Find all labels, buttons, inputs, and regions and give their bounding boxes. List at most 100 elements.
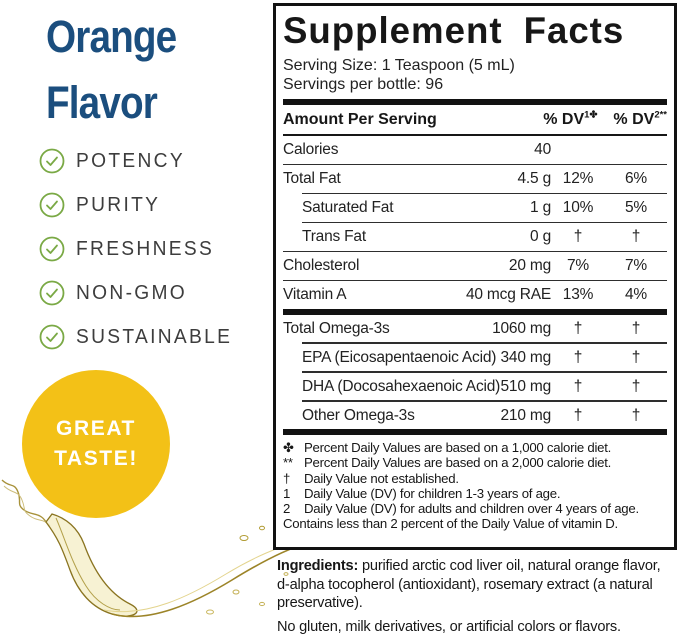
serving-size: Serving Size: 1 Teaspoon (5 mL) [283, 56, 667, 75]
check-item-label: PURITY [76, 194, 160, 217]
nutrient-dv1: † [551, 228, 605, 246]
nutrient-name: Trans Fat [283, 228, 530, 246]
nutrient-amount: 0 g [530, 228, 551, 246]
check-icon [39, 280, 65, 306]
check-item-label: FRESHNESS [76, 238, 214, 261]
nutrient-row: EPA (Eicosapentaenoic Acid)340 mg†† [283, 344, 667, 372]
allergen-note: No gluten, milk derivatives, or artifici… [277, 618, 676, 636]
ingredients-text: Ingredients: purified arctic cod liver o… [277, 557, 676, 613]
dv1-header: % DV1✤ [543, 111, 597, 129]
nutrient-name: Cholesterol [283, 257, 509, 275]
check-icon-wrap [39, 192, 65, 218]
check-item: NON-GMO [39, 271, 239, 315]
badge-line1: GREAT [56, 414, 136, 444]
nutrient-dv2: † [605, 407, 667, 425]
nutrient-amount: 40 mcg RAE [466, 286, 551, 304]
footnote-text: Daily Value not established. [304, 471, 667, 486]
nutrient-dv2: † [605, 228, 667, 246]
nutrient-name: Total Omega-3s [283, 320, 492, 338]
ingredients-section: Ingredients: purified arctic cod liver o… [277, 557, 676, 636]
oil-splash-illustration [0, 452, 310, 625]
nutrient-amount: 40 [534, 141, 551, 159]
nutrient-name: EPA (Eicosapentaenoic Acid) [283, 349, 501, 367]
check-icon [39, 148, 65, 174]
nutrient-dv1: † [551, 320, 605, 338]
footnote-line: **Percent Daily Values are based on a 2,… [283, 455, 667, 470]
amount-per-serving-header: Amount Per Serving [283, 111, 437, 129]
nutrient-amount: 510 mg [501, 378, 552, 396]
check-item-label: POTENCY [76, 150, 185, 173]
nutrient-amount: 1060 mg [492, 320, 551, 338]
dv-headers: % DV1✤ % DV2** [543, 111, 667, 129]
column-header-row: Amount Per Serving % DV1✤ % DV2** [283, 105, 667, 134]
flavor-title-line2: Flavor [46, 70, 176, 136]
nutrient-dv2: † [605, 378, 667, 396]
footnote-symbol: 2 [283, 501, 304, 516]
check-icon-wrap [39, 324, 65, 350]
flavor-title-line1: Orange [46, 4, 176, 70]
footnotes: ✤Percent Daily Values are based on a 1,0… [283, 440, 667, 532]
footnote-text: Percent Daily Values are based on a 1,00… [304, 440, 667, 455]
nutrient-name: Saturated Fat [283, 199, 530, 217]
nutrient-name: Total Fat [283, 170, 518, 188]
thick-rule-bottom [283, 429, 667, 435]
footnote-text: Daily Value (DV) for adults and children… [304, 501, 667, 516]
footnote-text: Daily Value (DV) for children 1-3 years … [304, 486, 667, 501]
footnote-symbol: 1 [283, 486, 304, 501]
footnote-text: Percent Daily Values are based on a 2,00… [304, 455, 667, 470]
check-icon-wrap [39, 236, 65, 262]
check-icon [39, 324, 65, 350]
footnote-text: Contains less than 2 percent of the Dail… [283, 516, 667, 531]
nutrient-dv2: 4% [605, 286, 667, 304]
nutrient-name: Vitamin A [283, 286, 466, 304]
nutrient-name: DHA (Docosahexaenoic Acid) [283, 378, 501, 396]
nutrient-dv1: 12% [551, 170, 605, 188]
check-item: FRESHNESS [39, 227, 239, 271]
check-item: POTENCY [39, 139, 239, 183]
benefit-checklist: POTENCY PURITY FRESHNESS NON-GMO SUSTAIN… [39, 139, 239, 359]
check-icon [39, 236, 65, 262]
nutrient-dv1: 10% [551, 199, 605, 217]
nutrient-amount: 340 mg [501, 349, 552, 367]
footnote-symbol: ** [283, 455, 304, 470]
check-item: PURITY [39, 183, 239, 227]
nutrient-dv2: † [605, 349, 667, 367]
nutrient-dv2: † [605, 320, 667, 338]
flavor-title: Orange Flavor [46, 4, 176, 136]
nutrient-dv1: † [551, 407, 605, 425]
panel-title: Supplement Facts [283, 9, 663, 53]
check-item-label: SUSTAINABLE [76, 326, 232, 349]
nutrient-amount: 20 mg [509, 257, 551, 275]
nutrient-amount: 210 mg [501, 407, 552, 425]
check-item-label: NON-GMO [76, 282, 187, 305]
footnote-line: ✤Percent Daily Values are based on a 1,0… [283, 440, 667, 455]
serving-info: Serving Size: 1 Teaspoon (5 mL) Servings… [283, 56, 667, 94]
supplement-facts-panel: Supplement Facts Serving Size: 1 Teaspoo… [273, 3, 677, 550]
nutrient-row: DHA (Docosahexaenoic Acid)510 mg†† [283, 373, 667, 401]
nutrient-amount: 1 g [530, 199, 551, 217]
footnote-line: †Daily Value not established. [283, 471, 667, 486]
servings-per-bottle: Servings per bottle: 96 [283, 75, 667, 94]
dv2-header: % DV2** [613, 111, 667, 129]
check-icon-wrap [39, 148, 65, 174]
check-icon [39, 192, 65, 218]
nutrient-dv1: † [551, 378, 605, 396]
nutrient-dv1: † [551, 349, 605, 367]
ingredients-label: Ingredients: [277, 558, 358, 574]
nutrient-dv2: 7% [605, 257, 667, 275]
nutrient-dv1: 7% [551, 257, 605, 275]
nutrient-dv2: 5% [605, 199, 667, 217]
check-icon-wrap [39, 280, 65, 306]
nutrient-name: Calories [283, 141, 534, 159]
nutrient-name: Other Omega-3s [283, 407, 501, 425]
